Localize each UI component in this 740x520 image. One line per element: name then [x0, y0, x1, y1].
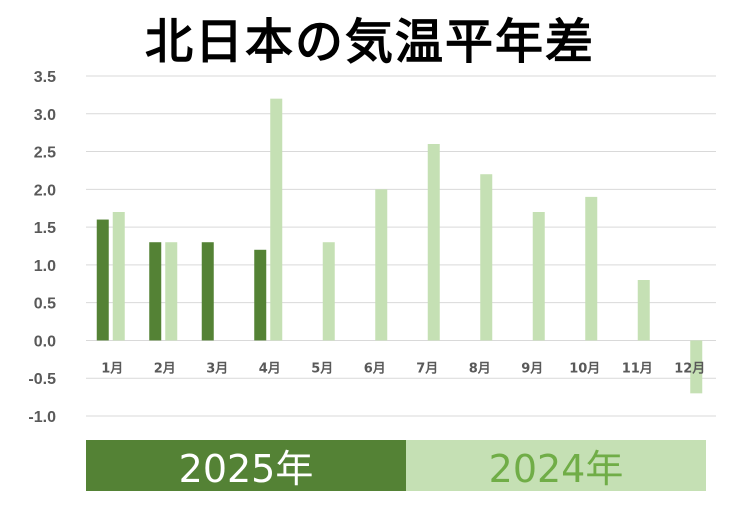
bar-2025-3: [201, 242, 214, 341]
gridlines: [86, 75, 716, 417]
legend-2024-label: 2024年: [488, 447, 624, 491]
bar-2024-7: [427, 144, 440, 341]
x-category-label: 1月: [101, 361, 123, 376]
x-category-label: 8月: [469, 361, 491, 376]
bar-2024-9: [532, 212, 545, 341]
x-category-label: 6月: [364, 361, 386, 376]
y-tick-label: 0.0: [34, 333, 56, 350]
y-tick-label: 3.0: [34, 107, 56, 124]
x-category-label: 4月: [259, 361, 281, 376]
y-tick-label: 1.5: [34, 220, 56, 237]
x-category-label: 12月: [674, 361, 705, 376]
y-tick-label: 2.5: [34, 145, 56, 162]
bar-2024-10: [585, 196, 598, 341]
bars: [96, 98, 703, 394]
x-category-label: 11月: [622, 361, 653, 376]
chart-title: 北日本の気温平年差: [144, 14, 595, 70]
y-tick-label: -0.5: [28, 371, 56, 388]
bar-2025-4: [254, 249, 267, 341]
y-tick-label: 1.0: [34, 258, 56, 275]
x-category-label: 10月: [569, 361, 600, 376]
legend-2024: 2024年: [406, 440, 706, 491]
bar-2025-1: [96, 219, 109, 341]
x-category-label: 3月: [206, 361, 228, 376]
y-tick-label: -1.0: [28, 409, 56, 426]
bar-2024-11: [637, 280, 650, 341]
bar-2024-8: [480, 174, 493, 341]
y-axis-tick-labels: 3.5 3.0 2.5 2.0 1.5 1.0 0.5 0.0 -0.5 -1.0: [28, 69, 56, 426]
bar-2024-6: [375, 189, 388, 341]
x-category-label: 9月: [521, 361, 543, 376]
bar-2024-1: [112, 212, 125, 341]
x-category-label: 2月: [154, 361, 176, 376]
legend-2025-label: 2025年: [178, 447, 314, 491]
y-tick-label: 2.0: [34, 182, 56, 199]
bar-2024-2: [165, 242, 178, 341]
x-category-label: 7月: [416, 361, 438, 376]
bar-2024-4: [270, 98, 283, 341]
y-tick-label: 0.5: [34, 296, 56, 313]
y-tick-label: 3.5: [34, 69, 56, 86]
x-category-label: 5月: [311, 361, 333, 376]
bar-2025-2: [149, 242, 162, 341]
bar-2024-12: [690, 340, 703, 394]
legend-2025: 2025年: [86, 440, 406, 491]
x-axis-category-labels: 1月 2月 3月 4月 5月 6月 7月 8月 9月 10月 11月 12月: [101, 361, 705, 376]
bar-2024-5: [322, 242, 335, 341]
